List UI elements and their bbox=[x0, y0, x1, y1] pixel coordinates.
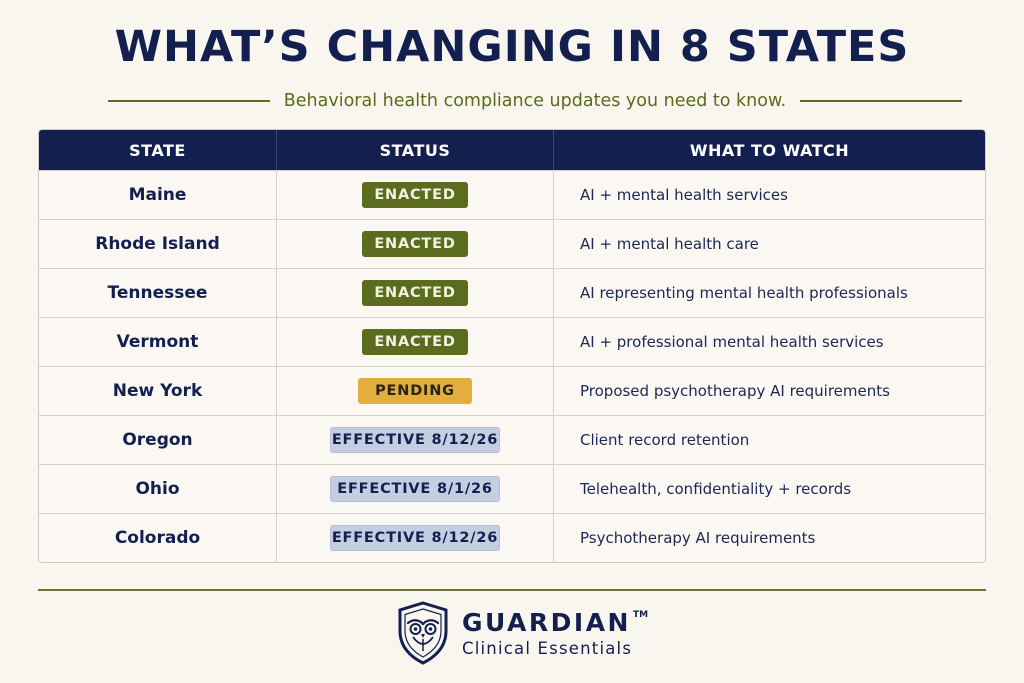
table-row: New York PENDING Proposed psychotherapy … bbox=[39, 366, 985, 415]
table-header: STATE STATUS WHAT TO WATCH bbox=[39, 130, 985, 170]
state-name: Ohio bbox=[39, 465, 277, 513]
watch-text: Proposed psychotherapy AI requirements bbox=[580, 382, 890, 400]
header-what-to-watch: WHAT TO WATCH bbox=[689, 140, 850, 160]
status-cell: ENACTED bbox=[277, 220, 554, 268]
status-cell: EFFECTIVE 8/12/26 bbox=[277, 416, 554, 464]
status-badge: ENACTED bbox=[362, 329, 468, 355]
state-name: New York bbox=[39, 367, 277, 415]
watch-text: Client record retention bbox=[580, 431, 750, 449]
owl-shield-icon bbox=[398, 601, 448, 665]
subtitle-row: Behavioral health compliance updates you… bbox=[108, 88, 963, 114]
status-badge: EFFECTIVE 8/12/26 bbox=[330, 427, 500, 453]
table-row: Vermont ENACTED AI + professional mental… bbox=[39, 317, 985, 366]
state-name: Maine bbox=[39, 171, 277, 219]
subtitle-divider-left bbox=[108, 100, 270, 102]
status-cell: PENDING bbox=[277, 367, 554, 415]
brand-tagline: Clinical Essentials bbox=[462, 639, 633, 658]
table-row: Maine ENACTED AI + mental health service… bbox=[39, 170, 985, 219]
watch-text: AI + mental health services bbox=[580, 186, 788, 204]
watch-text: AI + mental health care bbox=[580, 235, 759, 253]
state-name: Vermont bbox=[39, 318, 277, 366]
footer-divider bbox=[38, 589, 986, 591]
subtitle: Behavioral health compliance updates you… bbox=[283, 91, 787, 111]
watch-text: Telehealth, confidentiality + records bbox=[580, 480, 852, 498]
status-badge: EFFECTIVE 8/1/26 bbox=[330, 476, 500, 502]
brand-name: GUARDIAN TM bbox=[462, 608, 648, 637]
status-badge: ENACTED bbox=[362, 280, 468, 306]
trademark-mark: TM bbox=[632, 610, 649, 620]
status-cell: EFFECTIVE 8/1/26 bbox=[277, 465, 554, 513]
status-badge: EFFECTIVE 8/12/26 bbox=[330, 525, 500, 551]
table-row: Ohio EFFECTIVE 8/1/26 Telehealth, confid… bbox=[39, 464, 985, 513]
guardian-logo: GUARDIAN TM Clinical Essentials bbox=[396, 600, 656, 666]
table-row: Tennessee ENACTED AI representing mental… bbox=[39, 268, 985, 317]
table-row: Rhode Island ENACTED AI + mental health … bbox=[39, 219, 985, 268]
state-name: Colorado bbox=[39, 514, 277, 562]
header-state: STATE bbox=[39, 130, 277, 170]
watch-text: Psychotherapy AI requirements bbox=[580, 529, 816, 547]
status-cell: ENACTED bbox=[277, 171, 554, 219]
status-cell: ENACTED bbox=[277, 318, 554, 366]
subtitle-divider-right bbox=[800, 100, 963, 102]
state-name: Rhode Island bbox=[39, 220, 277, 268]
status-badge: PENDING bbox=[358, 378, 472, 404]
page-title: WHAT’S CHANGING IN 8 STATES bbox=[114, 22, 910, 72]
header-status: STATUS bbox=[277, 130, 554, 170]
status-cell: EFFECTIVE 8/12/26 bbox=[277, 514, 554, 562]
brand-text: GUARDIAN TM Clinical Essentials bbox=[462, 608, 648, 658]
state-changes-table: STATE STATUS WHAT TO WATCH Maine ENACTED… bbox=[38, 129, 986, 563]
status-cell: ENACTED bbox=[277, 269, 554, 317]
state-name: Tennessee bbox=[39, 269, 277, 317]
watch-text: AI representing mental health profession… bbox=[580, 284, 908, 302]
table-row: Oregon EFFECTIVE 8/12/26 Client record r… bbox=[39, 415, 985, 464]
status-badge: ENACTED bbox=[362, 231, 468, 257]
watch-text: AI + professional mental health services bbox=[580, 333, 884, 351]
state-name: Oregon bbox=[39, 416, 277, 464]
table-row: Colorado EFFECTIVE 8/12/26 Psychotherapy… bbox=[39, 513, 985, 562]
brand-name-text: GUARDIAN bbox=[462, 608, 631, 637]
status-badge: ENACTED bbox=[362, 182, 468, 208]
